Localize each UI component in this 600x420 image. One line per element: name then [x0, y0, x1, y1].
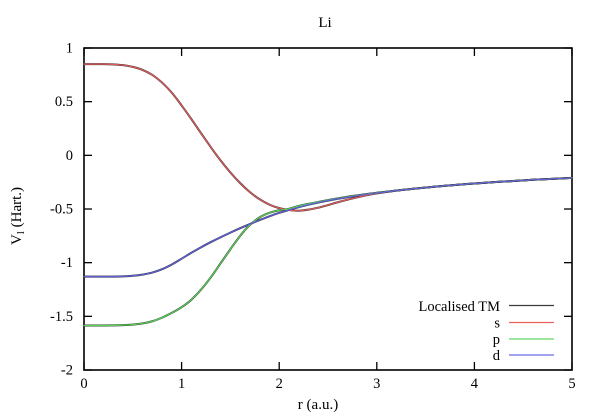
legend-label: s [494, 316, 500, 332]
curve-d [83, 177, 573, 278]
y-tick-label: -2 [61, 363, 73, 379]
y-tick-label: 0 [66, 148, 73, 164]
x-tick-label: 0 [80, 376, 87, 392]
x-axis-label: r (a.u.) [298, 397, 338, 413]
legend-row: s [494, 316, 554, 332]
y-tick-label: -0.5 [50, 202, 73, 218]
axes-layer: 0 1 2 3 4 5 -2 -1.5 -1 -0.5 0 0.5 1 [50, 41, 576, 393]
legend-row: Localised TM [419, 299, 554, 315]
y-tick-label: 1 [66, 41, 73, 57]
legend-row: p [493, 332, 554, 348]
legend: Localised TM s p d [419, 299, 554, 364]
curves-layer [83, 63, 573, 327]
legend-label: Localised TM [419, 299, 501, 315]
y-tick-label: -1.5 [50, 309, 73, 325]
curve-localised-tm-d [83, 176, 573, 278]
legend-label: p [493, 332, 500, 348]
chart-title: Li [318, 15, 331, 31]
x-tick-label: 2 [276, 376, 283, 392]
x-tick-label: 4 [471, 376, 479, 392]
legend-row: d [493, 348, 554, 364]
x-tick-label: 3 [373, 376, 380, 392]
x-tick-label: 1 [178, 376, 185, 392]
y-tick-label: 0.5 [55, 94, 73, 110]
legend-label: d [493, 348, 501, 364]
curve-s [83, 63, 573, 212]
y-axis-label: Vl (Hart.) [9, 187, 27, 245]
x-tick-label: 5 [568, 376, 575, 392]
curve-localised-tm-s [83, 63, 573, 212]
y-tick-label: -1 [61, 255, 73, 271]
